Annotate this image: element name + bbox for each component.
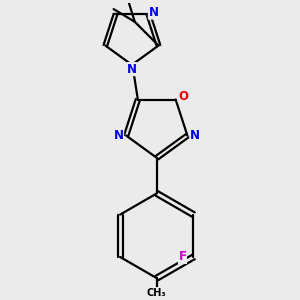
Text: O: O — [178, 90, 188, 103]
Text: F: F — [178, 250, 187, 263]
Text: N: N — [127, 63, 137, 76]
Text: CH₃: CH₃ — [147, 288, 167, 298]
Text: N: N — [190, 129, 200, 142]
Text: N: N — [113, 129, 124, 142]
Text: N: N — [148, 6, 158, 19]
